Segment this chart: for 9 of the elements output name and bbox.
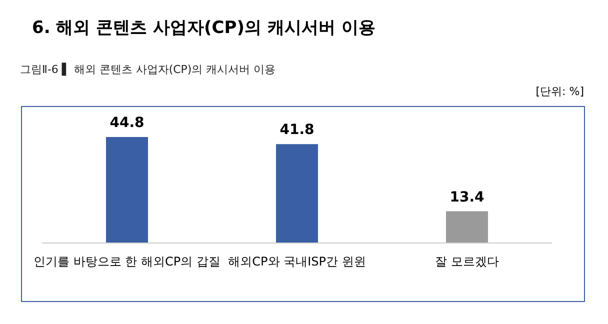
x-tick-label: 인기를 바탕으로 한 해외CP의 갑질 bbox=[34, 254, 220, 269]
chart-subtitle: 그림Ⅱ-6 ▌ 해외 콘텐츠 사업자(CP)의 캐시서버 이용 bbox=[20, 62, 276, 77]
x-tick-label: 해외CP와 국내ISP간 윈윈 bbox=[228, 254, 366, 269]
text: [단위: %] bbox=[536, 84, 584, 99]
data-label: 44.8 bbox=[110, 115, 144, 131]
x-tick-label: 잘 모르겠다 bbox=[435, 254, 499, 269]
data-label: 13.4 bbox=[450, 189, 485, 206]
data-label: 41.8 bbox=[280, 122, 314, 138]
chart-title: 6. 해외 콘텐츠 사업자(CP)의 캐시서버 이용 bbox=[32, 17, 376, 39]
